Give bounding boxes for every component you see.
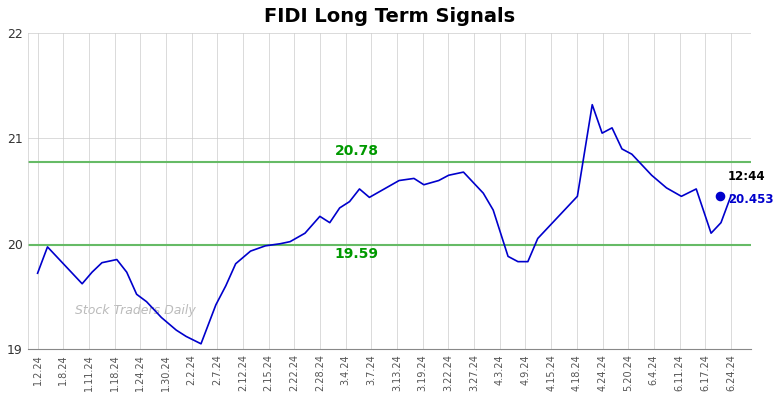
Text: 12:44: 12:44 [728,170,765,183]
Text: Stock Traders Daily: Stock Traders Daily [74,304,195,318]
Title: FIDI Long Term Signals: FIDI Long Term Signals [263,7,515,26]
Point [714,193,727,199]
Text: 20.453: 20.453 [728,193,774,207]
Text: 20.78: 20.78 [335,144,379,158]
Text: 19.59: 19.59 [335,248,379,261]
